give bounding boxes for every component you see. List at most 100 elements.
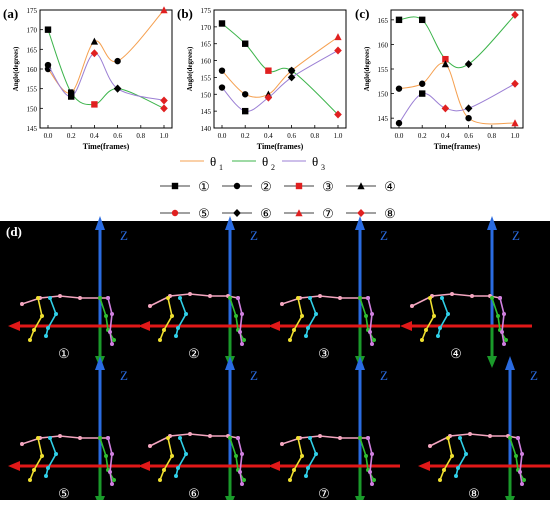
- joint: [308, 436, 312, 440]
- joint: [280, 442, 284, 446]
- y-tick-label: 160: [378, 41, 389, 49]
- x-tick-label: 0.4: [90, 132, 99, 140]
- z-axis-arrow: [95, 356, 105, 370]
- data-point: [68, 93, 75, 100]
- data-point: [242, 91, 249, 98]
- joint: [110, 312, 114, 316]
- joint: [456, 466, 460, 470]
- joint: [32, 328, 36, 332]
- panel-label: (a): [3, 6, 18, 21]
- plot-frame: [213, 9, 347, 129]
- frame-label: ③: [318, 346, 330, 361]
- joint: [458, 436, 462, 440]
- joint: [36, 296, 40, 300]
- data-point: [90, 37, 98, 45]
- frame-label: ⑧: [468, 486, 480, 500]
- legend-theta-symbol: θ: [312, 154, 318, 169]
- joint: [308, 296, 312, 300]
- y-axis-arrow: [487, 356, 497, 368]
- x-axis-arrow: [418, 461, 430, 471]
- joint: [490, 296, 494, 300]
- joint: [238, 470, 242, 474]
- joint: [162, 328, 166, 332]
- joint: [338, 436, 342, 440]
- joint: [228, 436, 232, 440]
- panel-d-background: [0, 221, 550, 500]
- joint: [488, 434, 492, 438]
- x-tick-label: 0.8: [136, 132, 145, 140]
- y-tick-label: 175: [27, 7, 38, 15]
- joint: [110, 452, 114, 456]
- joint: [54, 312, 58, 316]
- x-axis-label: Time(frames): [434, 142, 481, 151]
- skeleton: Z: [268, 356, 400, 505]
- joint: [314, 312, 318, 316]
- data-point: [395, 119, 403, 127]
- joint: [288, 338, 292, 342]
- data-point: [242, 40, 249, 47]
- joint: [368, 470, 372, 474]
- z-axis-label: Z: [250, 228, 258, 243]
- skeleton: Z: [268, 216, 400, 368]
- plot-frame: [39, 9, 173, 129]
- y-tick-label: 160: [201, 58, 212, 66]
- joint: [500, 330, 504, 334]
- joint: [44, 334, 48, 338]
- z-axis-arrow: [225, 216, 235, 230]
- skeleton: Z: [8, 356, 140, 505]
- joint: [98, 296, 102, 300]
- leg: [517, 437, 523, 485]
- joint: [502, 342, 506, 346]
- z-axis-label: Z: [380, 228, 388, 243]
- legend-marker-num: ⑦: [322, 206, 334, 221]
- legend-marker: [233, 209, 241, 217]
- joint: [40, 314, 44, 318]
- joint: [110, 482, 114, 486]
- joint: [518, 470, 522, 474]
- z-axis-arrow: [505, 356, 515, 370]
- joint: [364, 314, 368, 318]
- leg: [237, 437, 243, 485]
- joint: [78, 436, 82, 440]
- data-point: [464, 60, 473, 69]
- joint: [104, 314, 108, 318]
- y-axis-label: Angle(degrees): [363, 46, 371, 91]
- y-tick-label: 150: [27, 105, 38, 113]
- joint: [280, 302, 284, 306]
- joint: [162, 468, 166, 472]
- series-line: [47, 29, 165, 109]
- joint: [446, 312, 450, 316]
- joint: [228, 296, 232, 300]
- x-tick-label: 0.6: [287, 132, 296, 140]
- joint: [442, 468, 446, 472]
- leg: [305, 437, 317, 477]
- leg: [175, 437, 187, 477]
- joint: [20, 442, 24, 446]
- x-axis-arrow: [8, 321, 20, 331]
- joint: [176, 466, 180, 470]
- data-point: [264, 93, 273, 102]
- joint: [318, 294, 322, 298]
- joint: [234, 314, 238, 318]
- x-tick-label: 0.0: [395, 132, 404, 140]
- data-point: [464, 104, 473, 113]
- y-tick-label: 145: [201, 108, 212, 116]
- joint: [158, 478, 162, 482]
- skeleton: Z: [138, 216, 270, 368]
- joint: [520, 452, 524, 456]
- joint: [372, 338, 376, 342]
- data-point: [442, 55, 449, 63]
- y-tick-label: 155: [378, 66, 389, 74]
- legend-theta-symbol: θ: [262, 154, 268, 169]
- data-point: [113, 84, 122, 93]
- y-axis-arrow: [355, 496, 365, 505]
- data-point: [160, 6, 168, 14]
- joint: [304, 334, 308, 338]
- series-line: [221, 36, 339, 98]
- joint: [78, 296, 82, 300]
- joint: [306, 326, 310, 330]
- joint: [450, 454, 454, 458]
- series-line: [221, 23, 339, 115]
- data-point: [465, 114, 472, 122]
